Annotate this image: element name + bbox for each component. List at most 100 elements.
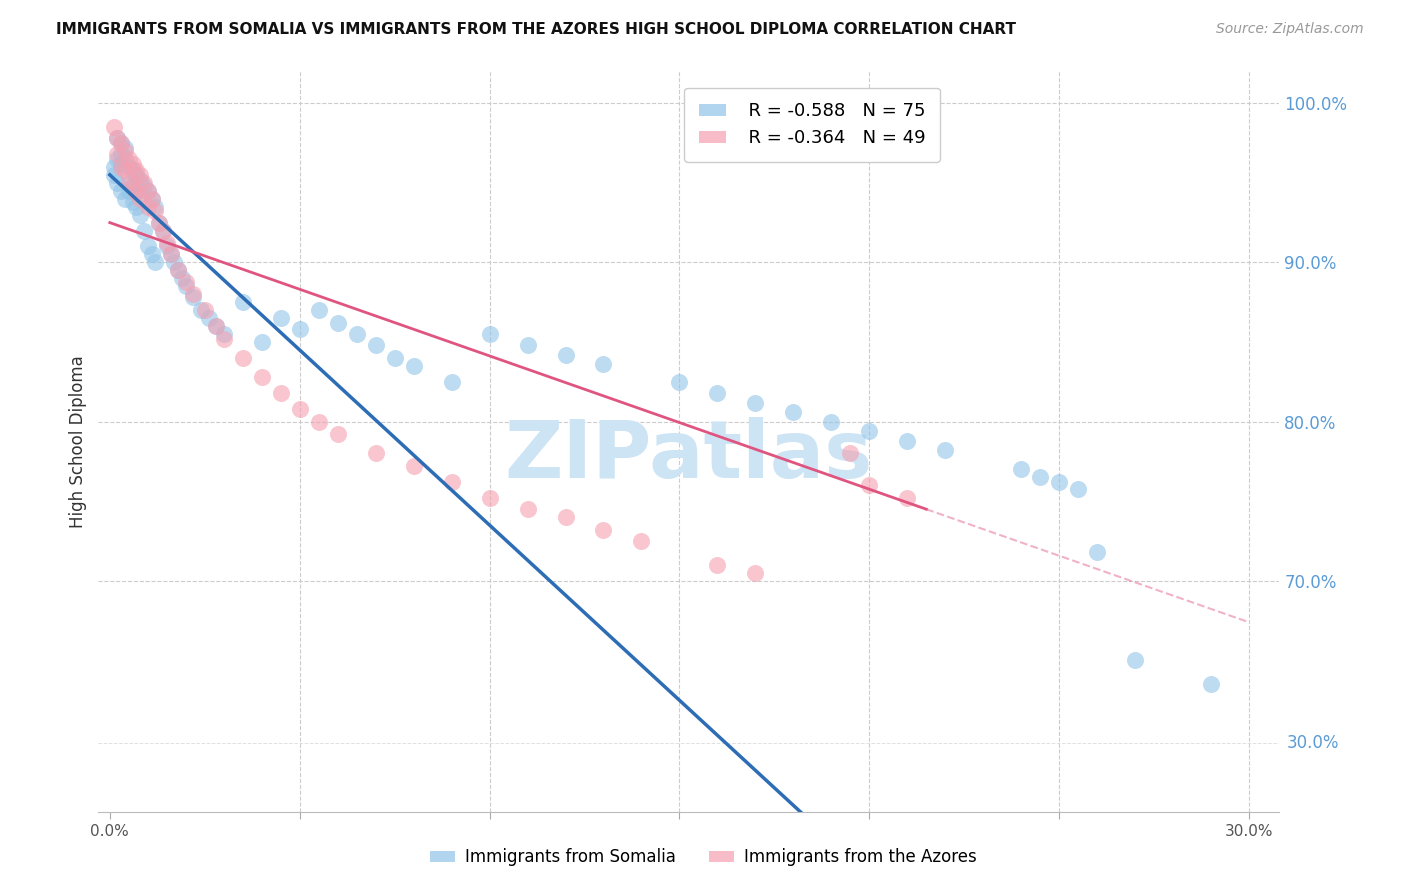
Point — [270, 386, 292, 401]
Point — [744, 395, 766, 409]
Point — [205, 319, 228, 334]
Point — [148, 216, 170, 230]
Point — [170, 271, 193, 285]
Point — [174, 275, 197, 289]
Point — [516, 502, 538, 516]
Point — [174, 279, 197, 293]
Point — [232, 351, 254, 365]
Legend:   R = -0.588   N = 75,   R = -0.364   N = 49: R = -0.588 N = 75, R = -0.364 N = 49 — [685, 87, 939, 161]
Point — [152, 223, 174, 237]
Point — [1085, 545, 1108, 559]
Point — [136, 184, 159, 198]
Point — [326, 316, 349, 330]
Point — [163, 255, 186, 269]
Point — [125, 168, 148, 182]
Point — [103, 160, 125, 174]
Point — [107, 131, 129, 145]
Point — [440, 475, 463, 490]
Point — [121, 179, 143, 194]
Point — [820, 415, 842, 429]
Point — [110, 136, 132, 150]
Point — [118, 160, 141, 174]
Point — [896, 491, 918, 505]
Point — [782, 405, 804, 419]
Point — [232, 295, 254, 310]
Point — [159, 247, 181, 261]
Point — [630, 534, 652, 549]
Point — [110, 184, 132, 198]
Point — [152, 223, 174, 237]
Point — [159, 247, 181, 261]
Point — [1199, 677, 1222, 691]
Point — [110, 136, 132, 150]
Point — [212, 327, 235, 342]
Point — [141, 192, 163, 206]
Point — [250, 370, 273, 384]
Point — [114, 163, 136, 178]
Point — [129, 168, 152, 182]
Point — [896, 434, 918, 448]
Point — [103, 120, 125, 134]
Text: IMMIGRANTS FROM SOMALIA VS IMMIGRANTS FROM THE AZORES HIGH SCHOOL DIPLOMA CORREL: IMMIGRANTS FROM SOMALIA VS IMMIGRANTS FR… — [56, 22, 1017, 37]
Point — [194, 303, 217, 318]
Point — [132, 179, 155, 194]
Point — [308, 415, 330, 429]
Point — [706, 386, 728, 401]
Point — [858, 424, 880, 438]
Point — [107, 131, 129, 145]
Point — [121, 163, 143, 178]
Point — [118, 152, 141, 166]
Point — [250, 334, 273, 349]
Point — [118, 172, 141, 186]
Point — [129, 208, 152, 222]
Point — [114, 192, 136, 206]
Point — [107, 176, 129, 190]
Point — [114, 144, 136, 158]
Point — [183, 290, 205, 304]
Point — [121, 194, 143, 209]
Text: ZIPatlas: ZIPatlas — [505, 417, 873, 495]
Point — [107, 152, 129, 166]
Point — [1067, 482, 1090, 496]
Point — [1029, 470, 1052, 484]
Point — [364, 446, 387, 460]
Text: Source: ZipAtlas.com: Source: ZipAtlas.com — [1216, 22, 1364, 37]
Point — [136, 184, 159, 198]
Y-axis label: High School Diploma: High School Diploma — [69, 355, 87, 528]
Point — [346, 327, 368, 342]
Point — [167, 263, 190, 277]
Point — [156, 239, 179, 253]
Point — [125, 186, 148, 200]
Point — [197, 311, 219, 326]
Point — [167, 263, 190, 277]
Legend: Immigrants from Somalia, Immigrants from the Azores: Immigrants from Somalia, Immigrants from… — [423, 842, 983, 873]
Point — [132, 223, 155, 237]
Point — [145, 200, 167, 214]
Point — [744, 566, 766, 580]
Point — [129, 192, 152, 206]
Point — [270, 311, 292, 326]
Point — [205, 319, 228, 334]
Point — [402, 359, 425, 373]
Point — [156, 236, 179, 251]
Point — [136, 200, 159, 214]
Point — [141, 192, 163, 206]
Point — [110, 160, 132, 174]
Point — [148, 216, 170, 230]
Point — [592, 357, 614, 371]
Point — [839, 446, 862, 460]
Point — [114, 141, 136, 155]
Point — [706, 558, 728, 572]
Point — [384, 351, 406, 365]
Point — [1010, 462, 1032, 476]
Point — [114, 152, 136, 166]
Point — [110, 157, 132, 171]
Point — [121, 157, 143, 171]
Point — [125, 200, 148, 214]
Point — [132, 176, 155, 190]
Point — [1047, 475, 1070, 490]
Point — [364, 338, 387, 352]
Point — [129, 188, 152, 202]
Point — [440, 375, 463, 389]
Point — [103, 168, 125, 182]
